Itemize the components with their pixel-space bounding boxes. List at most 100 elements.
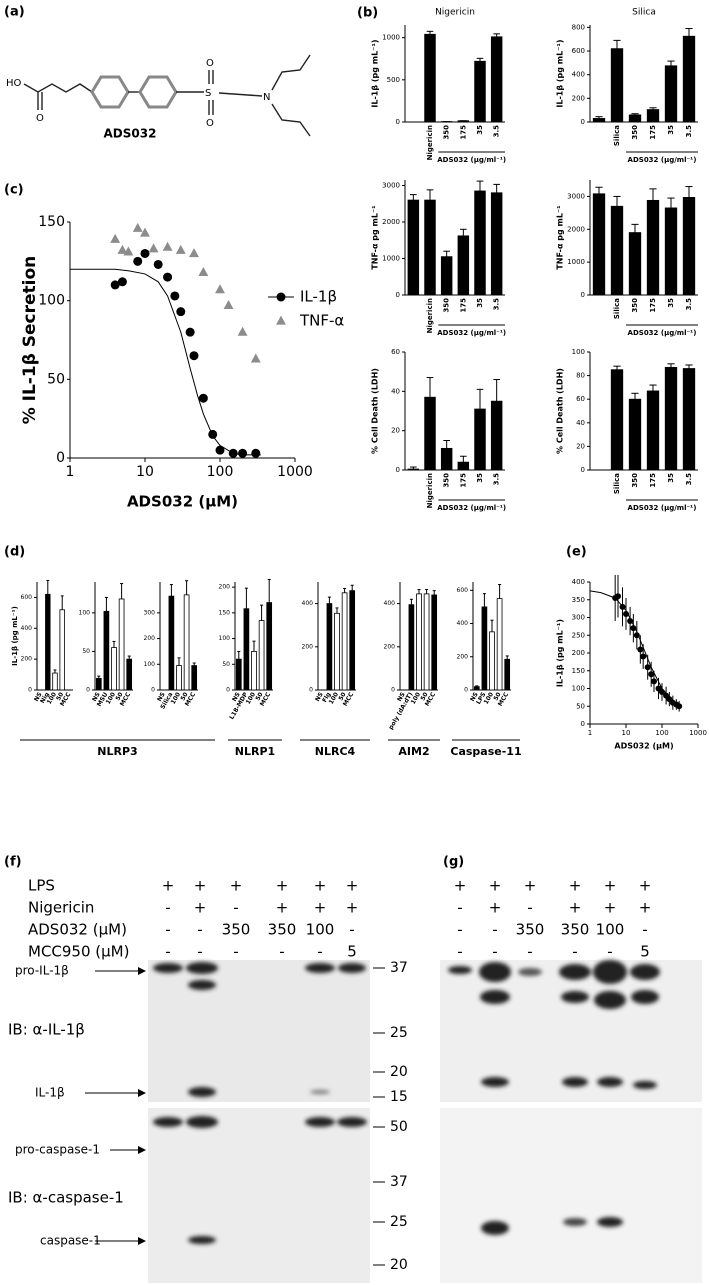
condition-value: +	[489, 877, 502, 895]
bar	[457, 235, 470, 296]
x-tick-label: 3.5	[685, 473, 693, 486]
band	[153, 1117, 183, 1127]
x-tick-label: 100	[655, 729, 668, 737]
point	[132, 222, 143, 232]
condition-value: +	[569, 899, 582, 917]
x-tick-label: Silica	[613, 298, 621, 319]
point	[208, 429, 218, 439]
condition-value: -	[607, 943, 612, 961]
marker-label: 37	[390, 1174, 408, 1190]
y-tick-label: 600	[572, 47, 585, 55]
bar	[431, 594, 438, 691]
bond	[271, 54, 311, 91]
x-tick-label: 1000	[277, 464, 313, 480]
condition-value: 5	[640, 943, 650, 961]
x-tick-label: 175	[649, 298, 657, 313]
condition-value: -	[642, 921, 647, 939]
bar	[59, 609, 65, 691]
condition-value: +	[639, 899, 652, 917]
x-tick-label: Flg	[321, 691, 332, 704]
bar	[126, 658, 133, 691]
bar	[496, 598, 503, 691]
group-label: ADS032 (μg/ml⁻¹)	[628, 504, 697, 512]
x-tick-label: 350	[443, 125, 451, 140]
y-tick-label: 200	[144, 635, 156, 642]
point	[237, 326, 248, 336]
x-tick-label: 175	[649, 125, 657, 140]
condition-value: 350	[516, 921, 545, 939]
condition-value: +	[454, 877, 467, 895]
condition-value: -	[233, 943, 238, 961]
y-axis-label: IL-1β (pg mL⁻¹)	[371, 39, 380, 107]
x-tick-label: 100	[207, 464, 234, 480]
band	[594, 991, 626, 1009]
point	[640, 653, 647, 660]
group-label: ADS032 (μg/ml⁻¹)	[628, 329, 697, 337]
bar	[423, 593, 430, 691]
condition-value: 350	[268, 921, 297, 939]
bar	[592, 193, 606, 296]
bar	[52, 672, 58, 691]
bar	[592, 118, 606, 123]
bar	[473, 686, 480, 691]
arrow-head	[138, 967, 146, 975]
band	[153, 963, 183, 973]
y-tick-label: 150	[572, 667, 585, 675]
bar	[440, 447, 453, 471]
bar	[682, 197, 696, 296]
x-tick-label: 10	[136, 464, 154, 480]
y-tick-label: 400	[572, 71, 585, 79]
y-tick-label: 60	[576, 395, 585, 403]
blot-images	[148, 960, 702, 1283]
bar	[646, 199, 660, 296]
point	[162, 241, 173, 251]
condition-label: Nigericin	[28, 899, 94, 917]
condition-value: +	[524, 877, 537, 895]
y-tick-label: 600	[21, 594, 33, 601]
band	[479, 962, 511, 982]
y-tick-label: 1000	[382, 34, 400, 42]
y-tick-label: 400	[21, 625, 33, 632]
band	[562, 1077, 588, 1087]
bar	[457, 461, 470, 471]
y-tick-label: 50	[82, 648, 90, 655]
x-tick-label: NS	[91, 691, 102, 703]
y-tick-label: 100	[572, 685, 585, 693]
y-tick-label: 50	[222, 661, 230, 668]
x-tick-label: 350	[631, 298, 639, 313]
band	[597, 1217, 623, 1227]
y-tick-label: 0	[151, 687, 155, 694]
x-tick-label: Nigericin	[426, 298, 434, 333]
bond	[271, 103, 311, 137]
bar	[490, 400, 503, 471]
bar	[407, 199, 420, 296]
bar	[490, 36, 503, 123]
condition-value: +	[346, 899, 359, 917]
x-tick-label: 1	[66, 464, 75, 480]
bar	[176, 665, 182, 691]
antibody-label: IB: α-caspase-1	[8, 1189, 124, 1207]
blot	[148, 1108, 370, 1283]
legend-label: TNF-α	[299, 312, 344, 330]
point	[228, 448, 238, 458]
point	[215, 284, 225, 294]
bar	[424, 199, 436, 296]
y-tick-label: 100	[219, 635, 231, 642]
band	[561, 991, 589, 1003]
condition-value: +	[604, 899, 617, 917]
y-tick-label: 200	[219, 584, 231, 591]
x-tick-label: NS	[314, 691, 325, 703]
y-tick-label: 2000	[567, 225, 585, 233]
marker-label: 50	[390, 1119, 408, 1135]
y-tick-label: 1000	[567, 258, 585, 266]
group-label: NLRP3	[97, 745, 137, 758]
point	[623, 610, 629, 617]
band	[597, 1077, 623, 1087]
x-tick-label: NS	[469, 691, 480, 703]
group-label: Caspase-11	[450, 745, 521, 758]
condition-value: -	[457, 943, 462, 961]
bar	[490, 192, 503, 296]
point	[223, 299, 234, 309]
point	[633, 632, 640, 639]
y-axis-label: IL-1β (pg mL⁻¹)	[11, 606, 19, 666]
